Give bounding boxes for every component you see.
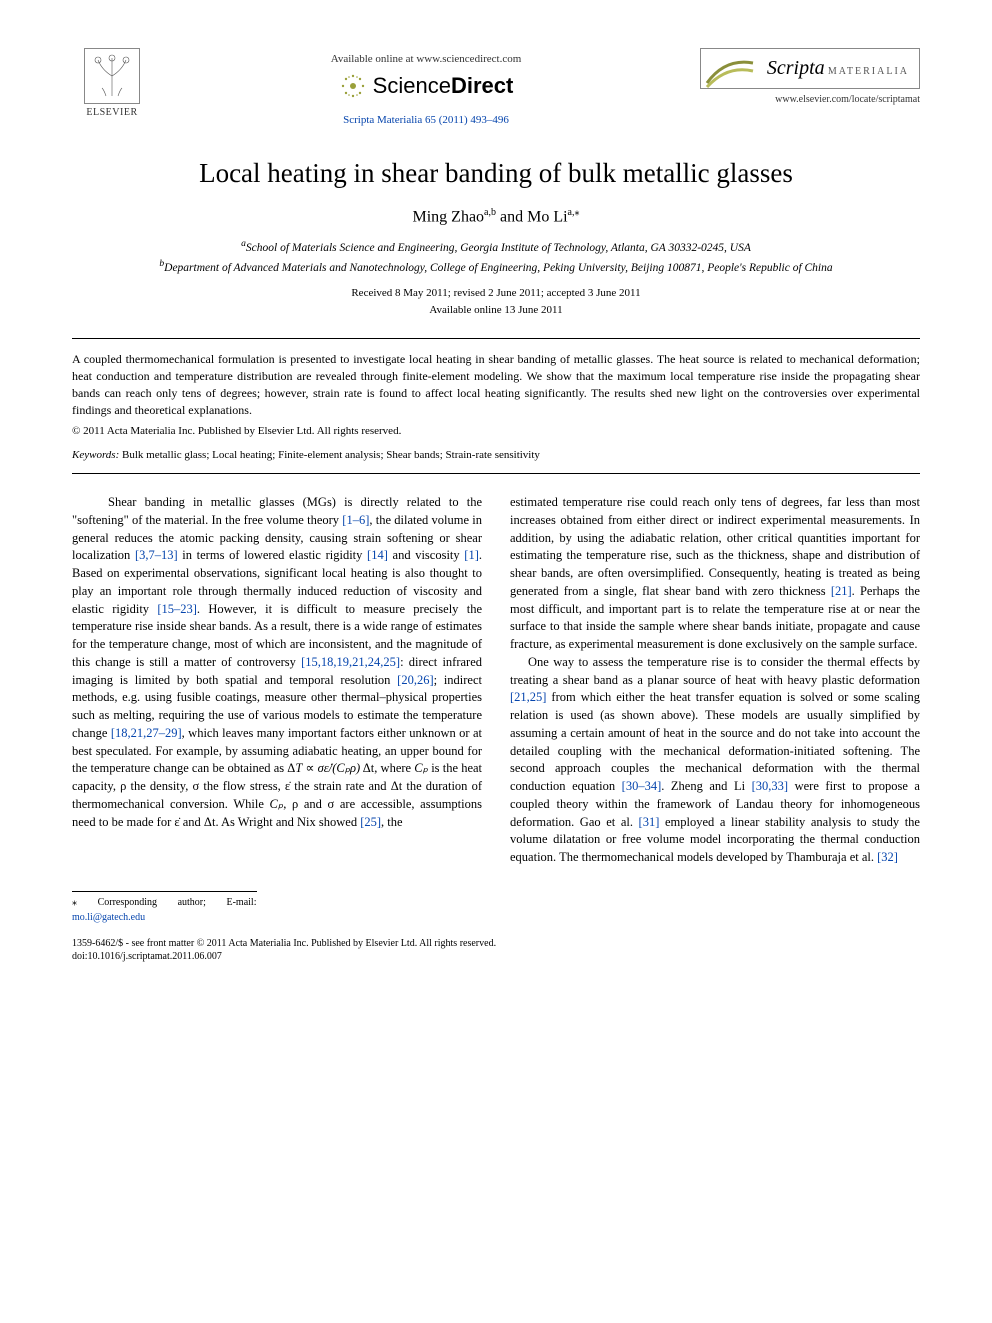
journal-swoosh-icon	[705, 53, 755, 93]
body-columns: Shear banding in metallic glasses (MGs) …	[72, 494, 920, 925]
ref-link[interactable]: [15–23]	[157, 602, 197, 616]
abstract-block: A coupled thermomechanical formulation i…	[72, 338, 920, 474]
ref-link[interactable]: [3,7–13]	[135, 548, 178, 562]
journal-cover-box: Scripta MATERIALIA	[700, 48, 920, 89]
elsevier-tree-icon	[84, 48, 140, 104]
affiliation-a: aSchool of Materials Science and Enginee…	[72, 238, 920, 256]
ref-link[interactable]: [21]	[831, 584, 852, 598]
ref-link[interactable]: [30,33]	[752, 779, 788, 793]
ref-link[interactable]: [1–6]	[342, 513, 369, 527]
author-line: Ming Zhaoa,b and Mo Lia,⁎	[72, 206, 920, 228]
ref-link[interactable]: [14]	[367, 548, 388, 562]
ref-link[interactable]: [32]	[877, 850, 898, 864]
journal-reference[interactable]: Scripta Materialia 65 (2011) 493–496	[343, 113, 509, 128]
online-date: Available online 13 June 2011	[72, 303, 920, 318]
ref-link[interactable]: [31]	[639, 815, 660, 829]
journal-logo-block: Scripta MATERIALIA www.elsevier.com/loca…	[700, 48, 920, 107]
sciencedirect-logo: ScienceDirect	[339, 71, 514, 101]
available-online-text: Available online at www.sciencedirect.co…	[331, 52, 522, 67]
received-dates: Received 8 May 2011; revised 2 June 2011…	[72, 286, 920, 301]
affiliation-b: bDepartment of Advanced Materials and Na…	[72, 258, 920, 276]
article-title: Local heating in shear banding of bulk m…	[72, 155, 920, 191]
keywords-line: Keywords: Bulk metallic glass; Local hea…	[72, 448, 920, 463]
ref-link[interactable]: [18,21,27–29]	[111, 726, 182, 740]
footer-copyright: 1359-6462/$ - see front matter © 2011 Ac…	[72, 937, 920, 951]
body-paragraph-1: Shear banding in metallic glasses (MGs) …	[72, 494, 482, 831]
column-left: Shear banding in metallic glasses (MGs) …	[72, 494, 482, 925]
header-center: Available online at www.sciencedirect.co…	[152, 48, 700, 127]
elsevier-logo: ELSEVIER	[72, 48, 152, 120]
ref-link[interactable]: [15,18,19,21,24,25]	[301, 655, 400, 669]
journal-title: Scripta	[767, 57, 825, 79]
ref-link[interactable]: [20,26]	[397, 673, 433, 687]
journal-subtitle: MATERIALIA	[828, 66, 909, 77]
front-matter-footer: 1359-6462/$ - see front matter © 2011 Ac…	[72, 937, 920, 964]
elsevier-wordmark: ELSEVIER	[86, 106, 137, 120]
abstract-text: A coupled thermomechanical formulation i…	[72, 351, 920, 418]
sciencedirect-burst-icon	[339, 72, 367, 100]
ref-link[interactable]: [25]	[360, 815, 381, 829]
corresponding-email[interactable]: mo.li@gatech.edu	[72, 912, 145, 923]
sciencedirect-wordmark: ScienceDirect	[373, 71, 514, 101]
footer-doi: doi:10.1016/j.scriptamat.2011.06.007	[72, 950, 920, 964]
abstract-copyright: © 2011 Acta Materialia Inc. Published by…	[72, 424, 920, 439]
ref-link[interactable]: [21,25]	[510, 690, 546, 704]
body-paragraph-2: estimated temperature rise could reach o…	[510, 494, 920, 654]
ref-link[interactable]: [1]	[464, 548, 479, 562]
body-paragraph-3: One way to assess the temperature rise i…	[510, 654, 920, 867]
ref-link[interactable]: [30–34]	[622, 779, 662, 793]
page-header: ELSEVIER Available online at www.science…	[72, 48, 920, 127]
formula-adiabatic: σε̇/(Cₚρ)	[318, 761, 361, 775]
corresponding-author: ⁎ Corresponding author; E-mail: mo.li@ga…	[72, 891, 257, 924]
column-right: estimated temperature rise could reach o…	[510, 494, 920, 925]
journal-url[interactable]: www.elsevier.com/locate/scriptamat	[700, 93, 920, 107]
